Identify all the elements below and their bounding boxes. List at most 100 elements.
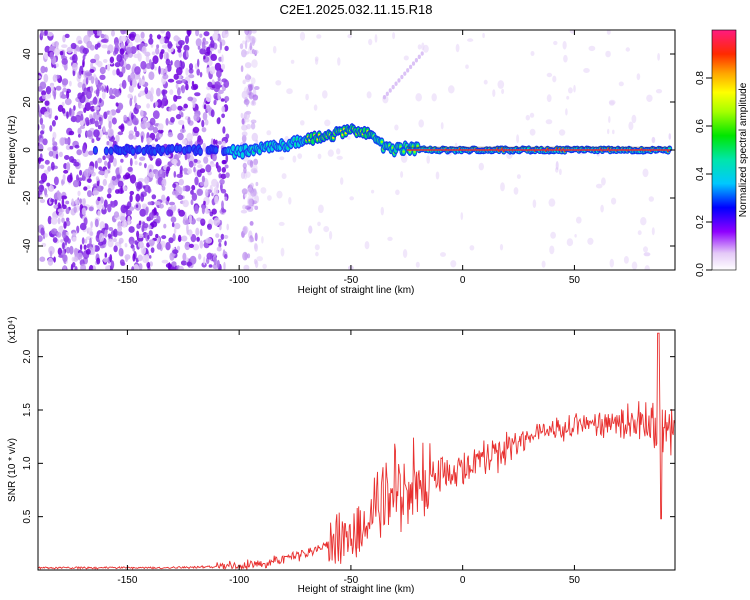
- spectrogram-noise-speckle: [126, 209, 132, 216]
- spectrogram-noise-speckle: [249, 160, 254, 168]
- spectrogram-noise-speckle: [174, 59, 181, 69]
- spectrogram-noise-speckle: [205, 93, 212, 103]
- spectrogram-noise-speckle: [133, 95, 137, 104]
- spectrogram-noise-speckle: [99, 66, 106, 75]
- spectrogram-noise-speckle: [313, 104, 318, 111]
- spectrogram-noise-speckle: [545, 119, 553, 125]
- spectrogram-noise-speckle: [217, 49, 222, 54]
- spectrogram-xtick-label: -150: [117, 275, 137, 286]
- spectrogram-noise-speckle: [150, 221, 158, 228]
- spectrogram-noise-speckle: [65, 207, 70, 215]
- spectrogram-noise-speckle: [251, 30, 257, 34]
- spectrogram-noise-speckle: [205, 237, 213, 244]
- spectrogram-noise-speckle: [130, 46, 137, 55]
- spectrogram-noise-speckle: [148, 255, 152, 259]
- spectrogram-noise-speckle: [180, 61, 185, 69]
- spectrogram-noise-speckle: [213, 186, 219, 196]
- spectrogram-noise-speckle: [100, 39, 107, 43]
- spectrogram-noise-speckle: [324, 119, 331, 127]
- spectrogram-noise-speckle: [62, 87, 67, 93]
- spectrogram-noise-speckle: [608, 116, 611, 123]
- spectrogram-noise-speckle: [322, 90, 328, 99]
- spectrogram-noise-speckle: [395, 189, 400, 196]
- spectrogram-noise-speckle: [57, 247, 63, 256]
- spectrogram-noise-speckle: [85, 248, 91, 255]
- spectrogram-ridge-mid: [109, 148, 113, 154]
- spectrogram-noise-speckle: [217, 76, 221, 82]
- spectrogram-noise-speckle: [114, 62, 121, 68]
- spectrogram-noise-speckle: [38, 184, 45, 193]
- spectrogram-noise-speckle: [141, 46, 147, 54]
- spectrogram-streak: [394, 81, 398, 86]
- spectrogram-noise-speckle: [249, 182, 254, 189]
- spectrogram-noise-speckle: [160, 30, 165, 34]
- spectrogram-noise-speckle: [574, 234, 577, 238]
- spectrogram-noise-speckle: [142, 185, 146, 189]
- spectrogram-noise-speckle: [118, 71, 124, 78]
- spectrogram-noise-speckle: [392, 32, 396, 40]
- spectrogram-noise-speckle: [106, 154, 111, 159]
- spectrogram-noise-speckle: [221, 200, 224, 209]
- spectrogram-noise-speckle: [144, 122, 151, 128]
- spectrogram-noise-speckle: [244, 118, 250, 123]
- spectrogram-noise-speckle: [99, 221, 106, 230]
- spectrogram-streak: [408, 64, 413, 70]
- spectrogram-noise-speckle: [104, 229, 108, 238]
- spectrogram-noise-speckle: [107, 115, 114, 124]
- spectrogram-noise-speckle: [107, 50, 111, 55]
- spectrogram-noise-speckle: [127, 166, 133, 172]
- spectrogram-noise-speckle: [96, 42, 101, 48]
- spectrogram-noise-speckle: [89, 113, 93, 119]
- spectrogram-noise-speckle: [546, 72, 553, 78]
- spectrogram-noise-speckle: [113, 228, 118, 238]
- spectrogram-streak: [420, 51, 424, 56]
- spectrogram-noise-speckle: [254, 205, 259, 210]
- spectrogram-noise-speckle: [120, 204, 127, 214]
- spectrogram-noise-speckle: [152, 126, 159, 134]
- snr-marks: [38, 332, 675, 570]
- colorbar-tick-label: 0.2: [695, 215, 706, 229]
- spectrogram-noise-speckle: [77, 40, 83, 45]
- spectrogram-noise-speckle: [179, 128, 186, 133]
- spectrogram-noise-speckle: [62, 242, 65, 250]
- spectrogram-noise-speckle: [308, 225, 313, 234]
- spectrogram-noise-speckle: [115, 189, 120, 194]
- spectrogram-noise-speckle: [218, 89, 224, 94]
- spectrogram-noise-speckle: [146, 261, 151, 269]
- spectrogram-xtick-label: -50: [344, 275, 359, 286]
- spectrogram-noise-speckle: [541, 260, 546, 268]
- spectrogram-noise-speckle: [211, 153, 217, 162]
- spectrogram-noise-speckle: [101, 85, 104, 92]
- spectrogram-ytick-label: 20: [22, 96, 33, 108]
- spectrogram-noise-speckle: [85, 77, 89, 85]
- spectrogram-noise-speckle: [134, 160, 138, 165]
- spectrogram-noise-speckle: [94, 120, 99, 128]
- spectrogram-noise-speckle: [199, 228, 203, 237]
- snr-xtick-label: -50: [344, 575, 359, 586]
- spectrogram-noise-speckle: [140, 60, 147, 70]
- spectrogram-noise-speckle: [55, 63, 59, 68]
- spectrogram-noise-speckle: [133, 126, 137, 133]
- spectrogram-ridge-core: [399, 145, 402, 148]
- spectrogram-noise-speckle: [112, 88, 118, 95]
- spectrogram-noise-speckle: [144, 86, 149, 95]
- spectrogram-noise-speckle: [562, 40, 567, 50]
- spectrogram-noise-speckle: [454, 142, 458, 148]
- spectrogram-noise-speckle: [450, 260, 457, 268]
- spectrogram-noise-speckle: [460, 212, 464, 221]
- spectrogram-noise-speckle: [65, 200, 70, 205]
- spectrogram-noise-speckle: [69, 145, 74, 150]
- spectrogram-noise-speckle: [95, 77, 99, 86]
- spectrogram-noise-speckle: [129, 194, 133, 203]
- spectrogram-noise-speckle: [244, 40, 248, 50]
- spectrogram-noise-speckle: [648, 196, 654, 202]
- spectrogram-noise-speckle: [113, 211, 120, 218]
- spectrogram-noise-speckle: [145, 206, 149, 216]
- spectrogram-noise-speckle: [220, 98, 225, 102]
- spectrogram-noise-speckle: [71, 53, 78, 63]
- spectrogram-noise-speckle: [212, 264, 217, 269]
- spectrogram-ridge-core: [380, 140, 383, 143]
- spectrogram-noise-speckle: [242, 204, 247, 210]
- spectrogram-noise-speckle: [184, 242, 191, 251]
- spectrogram-noise-speckle: [107, 203, 112, 213]
